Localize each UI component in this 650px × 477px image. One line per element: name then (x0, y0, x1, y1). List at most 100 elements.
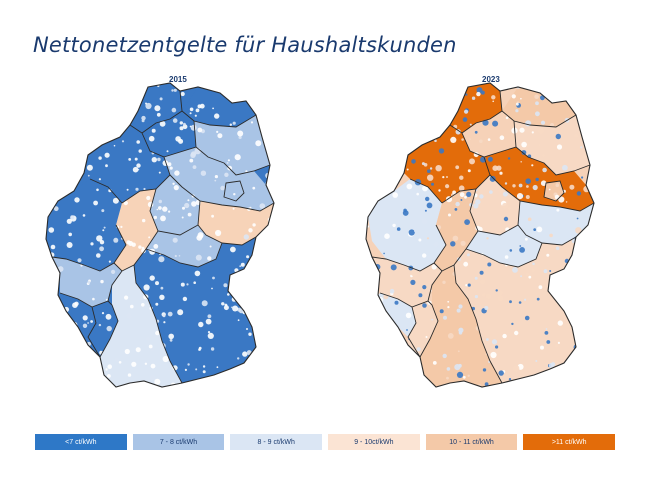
map-speckle (184, 202, 190, 209)
map-speckle (515, 109, 519, 113)
map-speckle (411, 159, 416, 164)
map-speckle (555, 246, 560, 251)
map-speckle (495, 289, 498, 292)
map-speckle (492, 100, 494, 103)
legend-label: >11 ct/kWh (551, 438, 587, 446)
map-speckle (122, 112, 128, 118)
legend-label: 10 - 11 ct/kWh (449, 438, 494, 446)
map-speckle (467, 374, 470, 377)
map-speckle (486, 338, 489, 341)
map-speckle (48, 185, 53, 191)
map-speckle (462, 375, 466, 379)
map-speckle (70, 149, 74, 152)
map-speckle (272, 169, 274, 172)
map-speckle (428, 98, 434, 105)
map-speckle (388, 158, 391, 161)
map-speckle (76, 131, 79, 134)
map-speckle (509, 249, 513, 252)
map-speckle (396, 227, 401, 231)
map-speckle (270, 128, 274, 133)
map-speckle (532, 184, 538, 191)
map-speckle (275, 223, 277, 225)
map-speckle (260, 96, 266, 101)
map-speckle (187, 212, 192, 217)
map-speckle (542, 154, 545, 157)
map-speckle (591, 131, 594, 136)
map-speckle (162, 314, 166, 318)
map-speckle (427, 255, 432, 261)
map-speckle (240, 262, 245, 267)
map-speckle (275, 210, 281, 216)
map-speckle (169, 166, 173, 170)
map-speckle (193, 281, 196, 284)
state-border (149, 188, 201, 236)
map-speckle (100, 279, 104, 284)
map-speckle (212, 107, 215, 110)
map-speckle (259, 90, 263, 94)
map-speckle (63, 102, 70, 109)
map-speckle (418, 84, 422, 89)
map-speckle (60, 131, 63, 134)
map-speckle (545, 328, 548, 330)
map-speckle (158, 206, 162, 210)
map-speckle (269, 239, 272, 241)
map-speckle (71, 361, 77, 367)
map-speckle (124, 348, 130, 355)
map-speckle (596, 130, 602, 136)
map-speckle (458, 185, 465, 191)
map-speckle (103, 112, 106, 115)
map-speckle (480, 279, 486, 285)
map-speckle (450, 136, 457, 143)
map-speckle (405, 358, 409, 362)
map-speckle (274, 279, 279, 284)
map-speckle (63, 326, 67, 330)
map-speckle (80, 264, 83, 267)
map-speckle (412, 292, 417, 296)
map-speckle (237, 130, 244, 137)
map-speckle (538, 127, 544, 134)
map-speckle (464, 109, 469, 114)
map-speckle (154, 378, 161, 385)
map-speckle (504, 255, 509, 259)
map-speckle (252, 223, 256, 227)
map-speckle (381, 147, 386, 152)
map-speckle (46, 141, 48, 143)
map-speckle (66, 218, 72, 224)
map-speckle (82, 315, 88, 321)
map-speckle (48, 185, 51, 188)
map-speckle (458, 304, 463, 309)
map-speckle (484, 382, 489, 387)
map-speckle (61, 115, 65, 118)
map-speckle (74, 301, 79, 306)
map-speckle (543, 269, 548, 274)
map-speckle (198, 234, 204, 239)
map-speckle (366, 127, 369, 134)
map-speckle (393, 306, 396, 310)
map-speckle (155, 302, 159, 306)
map-speckle (406, 168, 409, 171)
state-border (489, 174, 595, 212)
map-speckle (230, 246, 236, 253)
map-speckle (445, 184, 450, 189)
map-speckle (536, 297, 540, 301)
map-region (100, 265, 182, 387)
map-speckle (237, 380, 243, 386)
map-speckle (102, 229, 105, 232)
map-speckle (381, 274, 384, 277)
map-speckle (367, 114, 371, 118)
map-speckle (535, 177, 539, 182)
map-speckle (153, 244, 159, 249)
map-speckle (86, 365, 92, 371)
map-speckle (70, 215, 75, 220)
map-speckle (141, 248, 146, 254)
map-speckle (578, 265, 585, 272)
map-speckle (83, 95, 90, 102)
map-speckle (421, 218, 428, 225)
map-speckle (556, 86, 563, 92)
map-speckle (112, 197, 119, 204)
map-speckle (239, 265, 242, 268)
map-speckle (189, 107, 194, 112)
map-speckle (491, 339, 498, 345)
map-speckle (550, 123, 554, 127)
map-speckle (443, 315, 447, 320)
